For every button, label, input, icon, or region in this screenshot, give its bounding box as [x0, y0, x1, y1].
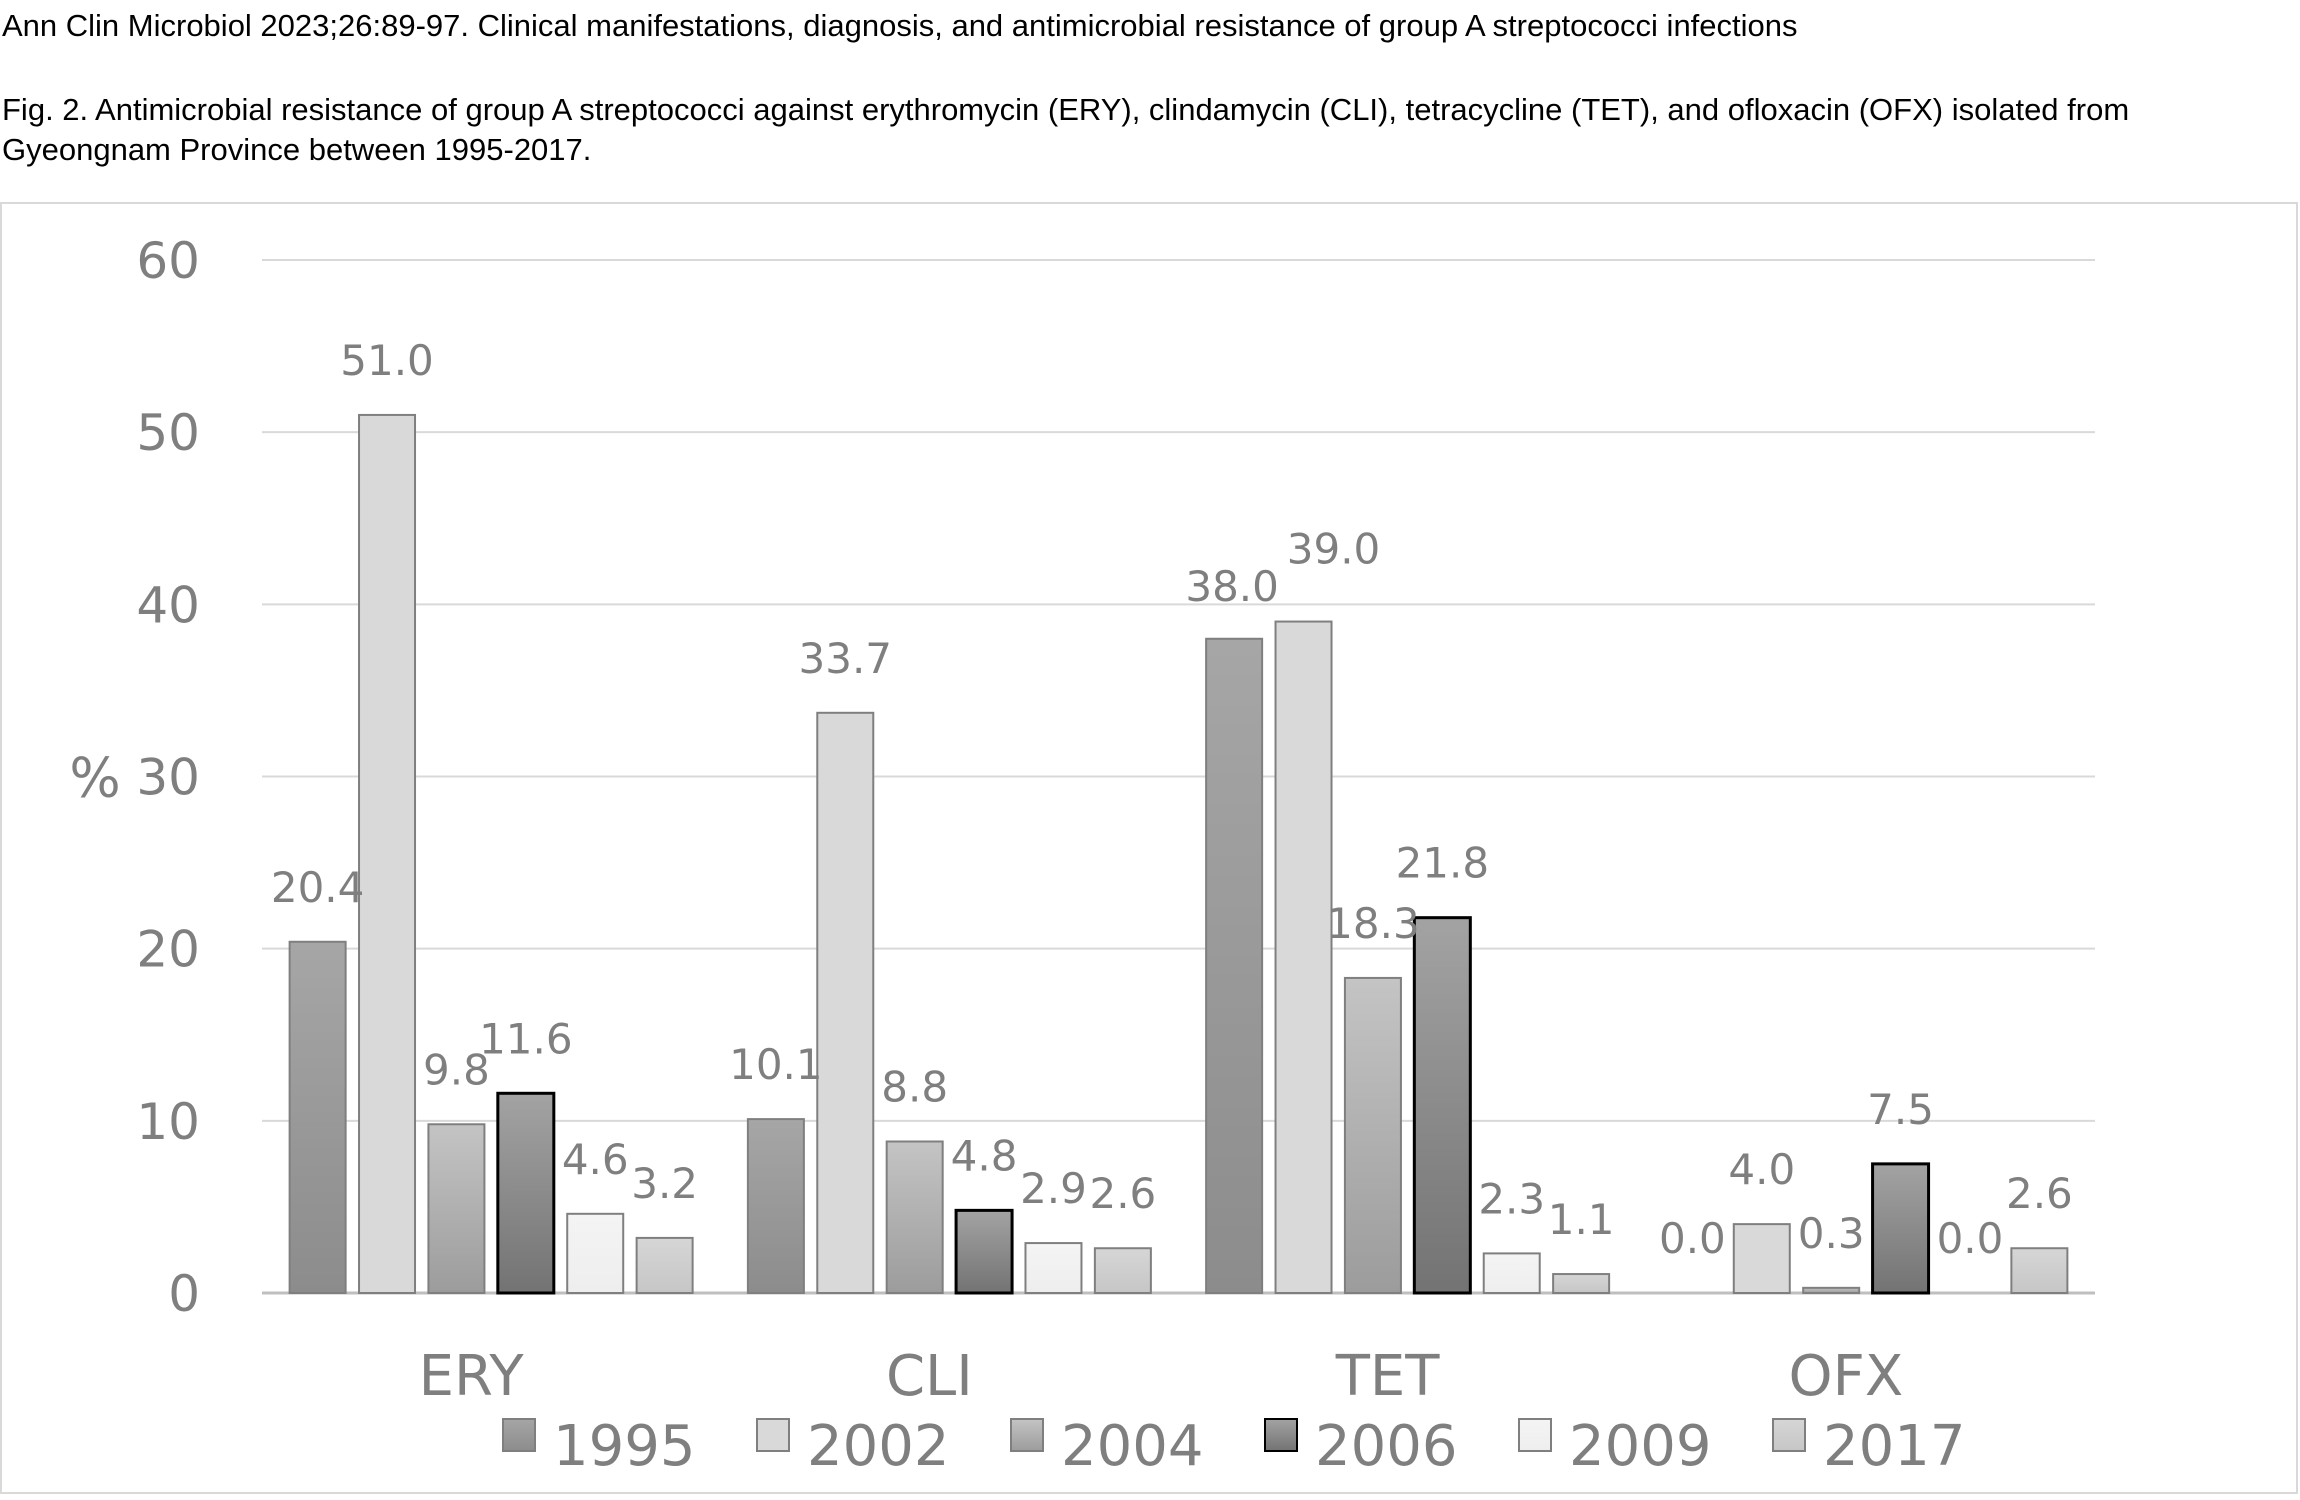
bar-TET-2006 — [1412, 916, 1472, 1295]
legend-label: 1995 — [553, 1414, 696, 1479]
data-label: 0.0 — [1659, 1214, 1726, 1263]
bar-ERY-2009 — [566, 1212, 625, 1295]
y-tick-label: 30 — [136, 749, 200, 807]
bar-ERY-2004 — [427, 1123, 486, 1294]
x-category-label: ERY — [419, 1344, 525, 1409]
x-category-label: CLI — [886, 1344, 973, 1409]
data-label: 0.0 — [1937, 1214, 2004, 1263]
data-label: 4.0 — [1728, 1145, 1795, 1194]
y-tick-label: 10 — [136, 1093, 200, 1151]
legend-swatch-1995 — [502, 1418, 536, 1452]
legend-label: 2009 — [1569, 1414, 1712, 1479]
x-category-label: TET — [1335, 1344, 1441, 1409]
data-label: 21.8 — [1396, 839, 1490, 888]
figure-caption: Fig. 2. Antimicrobial resistance of grou… — [2, 92, 2130, 167]
data-label: 51.0 — [340, 336, 434, 385]
y-tick-label: 50 — [136, 404, 200, 462]
legend: 1995 2002 2004 2006 2009 2017 — [502, 1414, 1966, 1479]
data-label: 20.4 — [271, 863, 365, 912]
data-label: 2.6 — [1089, 1169, 1156, 1218]
bar-CLI-1995 — [746, 1118, 805, 1295]
bar-CLI-2004 — [885, 1140, 944, 1294]
data-label: 9.8 — [423, 1045, 490, 1094]
data-label: 2.9 — [1020, 1164, 1087, 1213]
bar-OFX-2004 — [1802, 1286, 1861, 1294]
bar-TET-2004 — [1343, 976, 1402, 1294]
bar-ERY-2017 — [635, 1236, 694, 1294]
y-axis-label: % — [69, 747, 120, 810]
x-category-label: OFX — [1789, 1344, 1904, 1409]
chart-frame — [0, 202, 2298, 1494]
bar-OFX-2017 — [2010, 1247, 2069, 1295]
bar-ERY-1995 — [288, 940, 347, 1295]
axes: 0 10 20 30 40 50 60% ERY CLI TET OFX — [69, 232, 1903, 1409]
bar-CLI-2002 — [816, 711, 875, 1294]
data-label: 0.3 — [1798, 1209, 1865, 1258]
legend-label: 2006 — [1315, 1414, 1458, 1479]
y-tick-label: 40 — [136, 576, 200, 634]
data-label: 39.0 — [1287, 525, 1381, 574]
bar-TET-2002 — [1274, 620, 1333, 1294]
data-label: 18.3 — [1326, 899, 1420, 948]
data-label: 2.3 — [1478, 1174, 1545, 1223]
legend-swatch-2002 — [756, 1418, 790, 1452]
legend-swatch-2009 — [1518, 1418, 1552, 1452]
data-label: 4.6 — [562, 1135, 629, 1184]
bar-TET-2017 — [1552, 1273, 1611, 1294]
bar-ERY-2006 — [496, 1091, 556, 1295]
bar-OFX-2006 — [1871, 1162, 1931, 1295]
data-label: 11.6 — [479, 1014, 573, 1063]
data-label: 4.8 — [951, 1131, 1018, 1180]
legend-swatch-2017 — [1772, 1418, 1806, 1452]
legend-label: 2004 — [1061, 1414, 1204, 1479]
y-tick-label: 20 — [136, 921, 200, 979]
data-label: 7.5 — [1867, 1085, 1934, 1134]
bars — [288, 413, 2069, 1295]
legend-swatch-2004 — [1010, 1418, 1044, 1452]
bar-CLI-2017 — [1093, 1247, 1152, 1295]
data-label: 1.1 — [1548, 1195, 1615, 1244]
data-label: 3.2 — [631, 1159, 698, 1208]
bar-TET-2009 — [1482, 1252, 1541, 1294]
data-label: 33.7 — [799, 634, 893, 683]
legend-label: 2002 — [807, 1414, 950, 1479]
data-labels: 20.451.09.811.64.6 3.210.133.78.84.82.9 2.… — [271, 336, 2073, 1263]
bar-TET-1995 — [1205, 637, 1264, 1294]
y-tick-label: 60 — [136, 232, 200, 290]
bar-OFX-2002 — [1732, 1223, 1791, 1294]
data-label: 10.1 — [729, 1040, 823, 1089]
citation-line: Ann Clin Microbiol 2023;26:89-97. Clinic… — [2, 8, 1798, 43]
legend-label: 2017 — [1823, 1414, 1966, 1479]
bar-ERY-2002 — [358, 413, 417, 1294]
data-label: 8.8 — [881, 1062, 948, 1111]
bar-CLI-2006 — [954, 1208, 1014, 1295]
y-tick-label: 0 — [168, 1265, 200, 1323]
legend-swatch-2006 — [1264, 1418, 1298, 1452]
data-label: 2.6 — [2006, 1169, 2073, 1218]
data-label: 38.0 — [1185, 562, 1279, 611]
bar-CLI-2009 — [1024, 1242, 1083, 1294]
